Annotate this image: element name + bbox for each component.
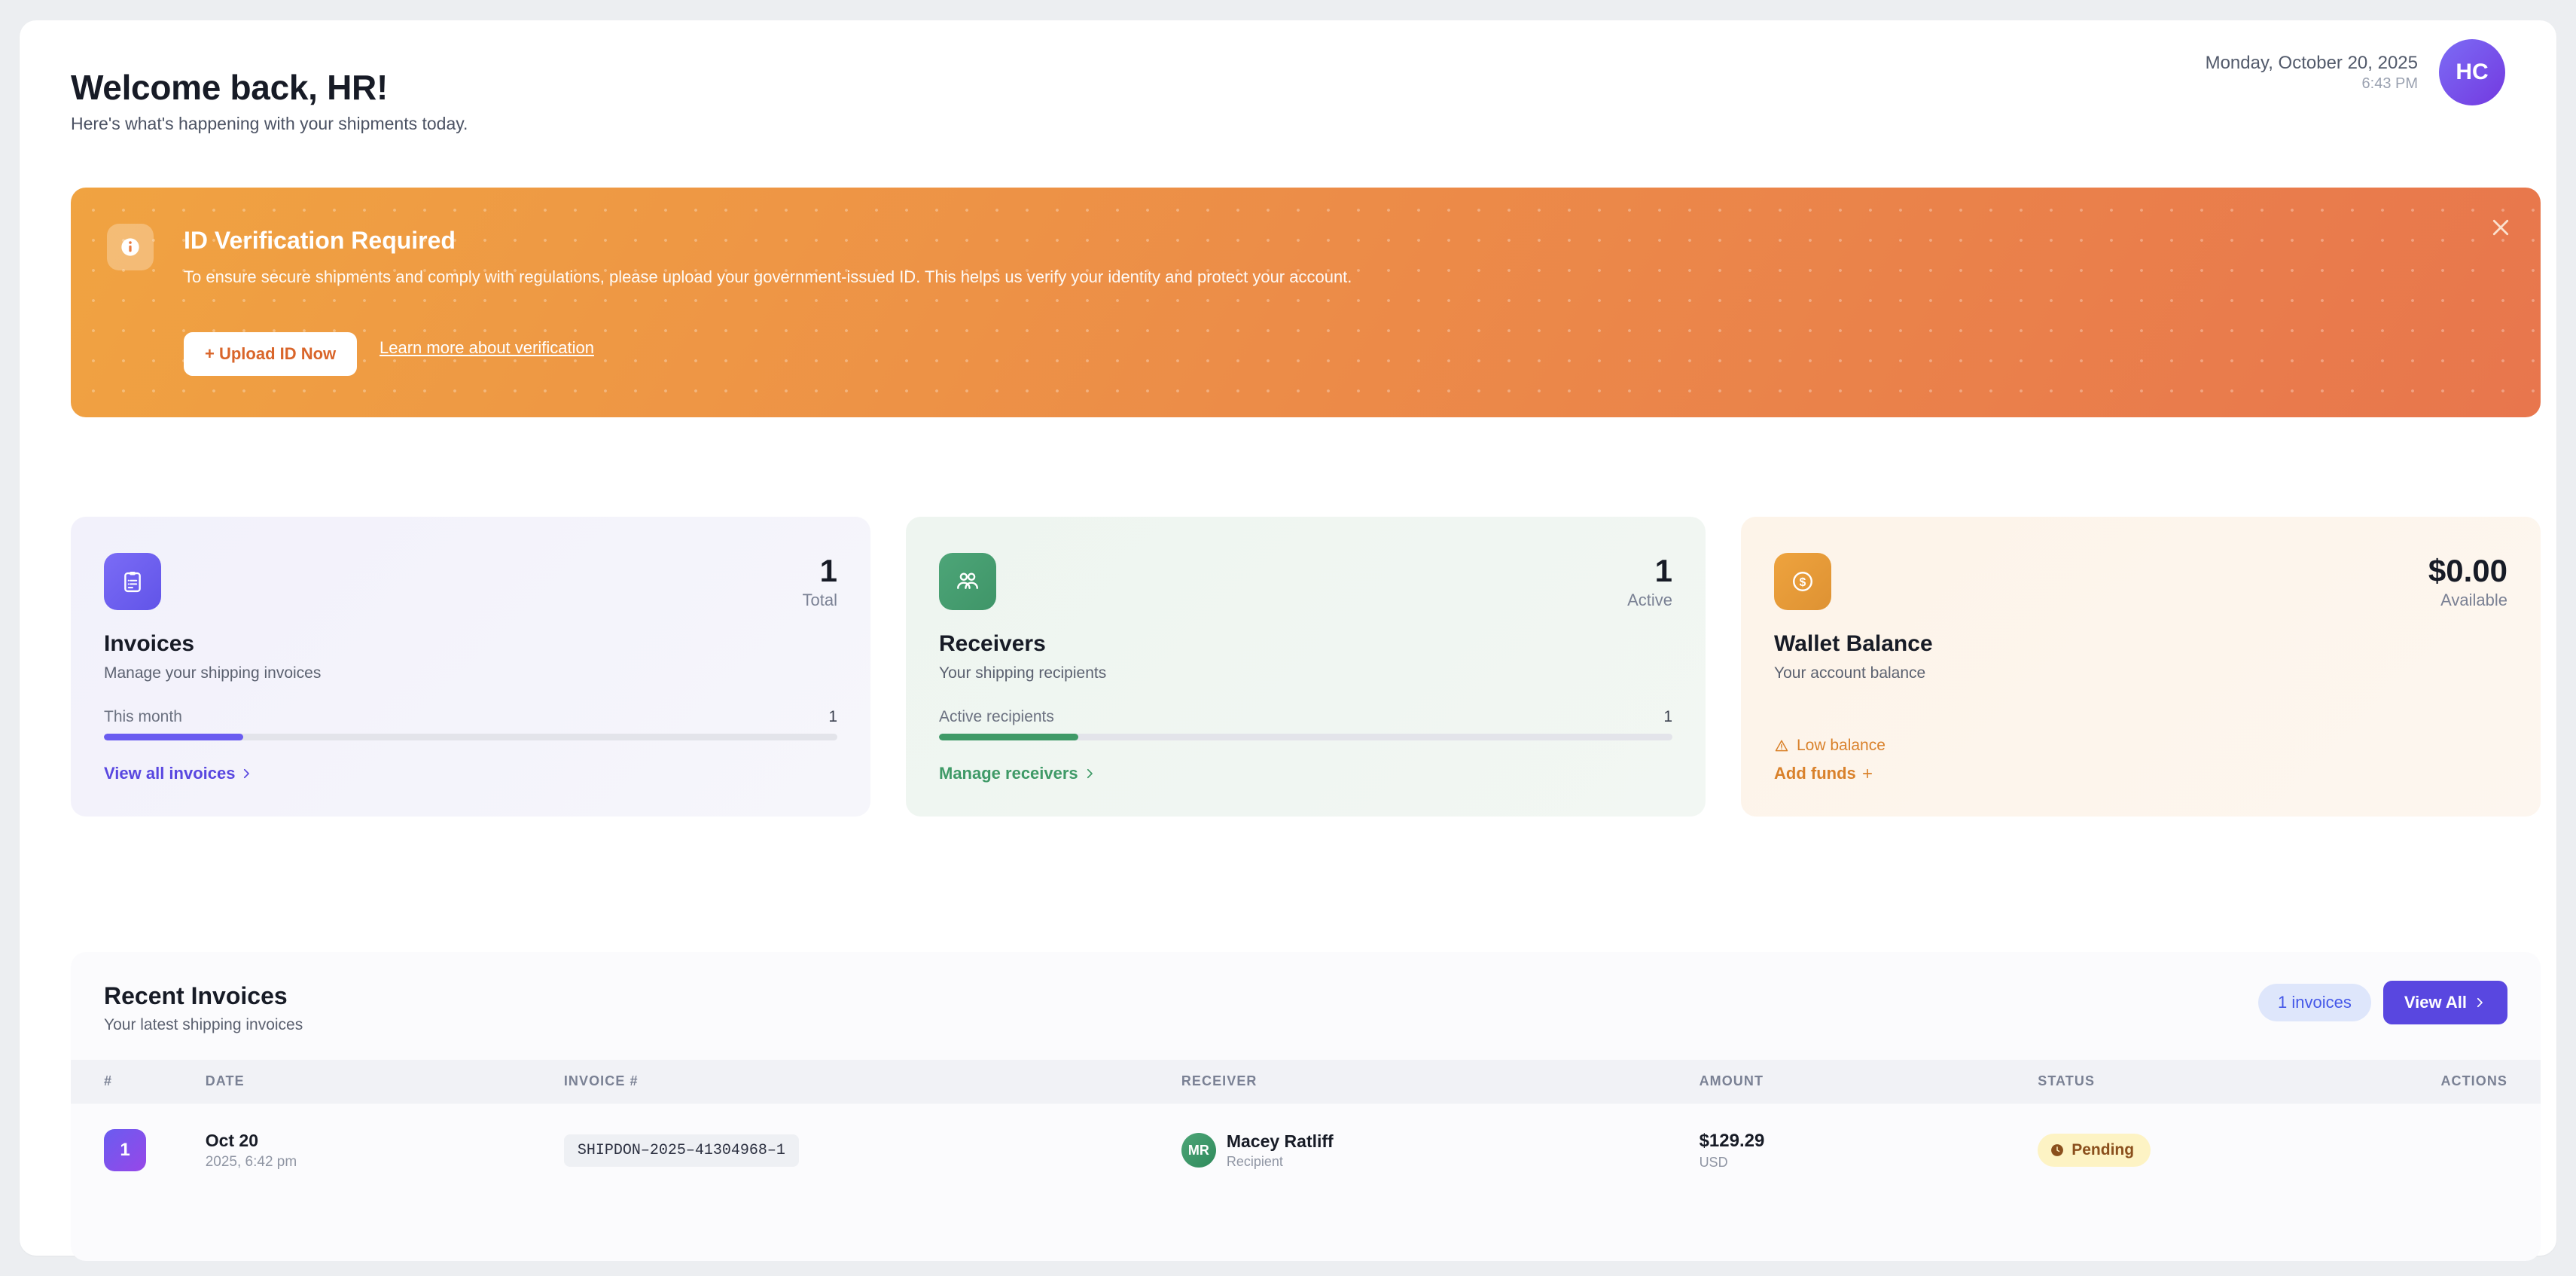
svg-text:$: $ bbox=[1800, 576, 1806, 589]
